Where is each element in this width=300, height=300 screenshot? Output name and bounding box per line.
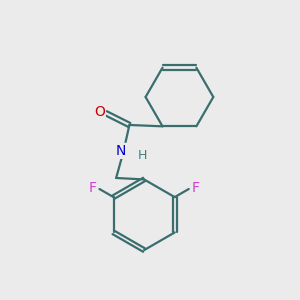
Text: N: N — [116, 144, 126, 158]
Text: O: O — [94, 105, 105, 119]
Text: F: F — [192, 181, 200, 194]
Text: F: F — [88, 181, 96, 194]
Text: H: H — [138, 149, 147, 162]
